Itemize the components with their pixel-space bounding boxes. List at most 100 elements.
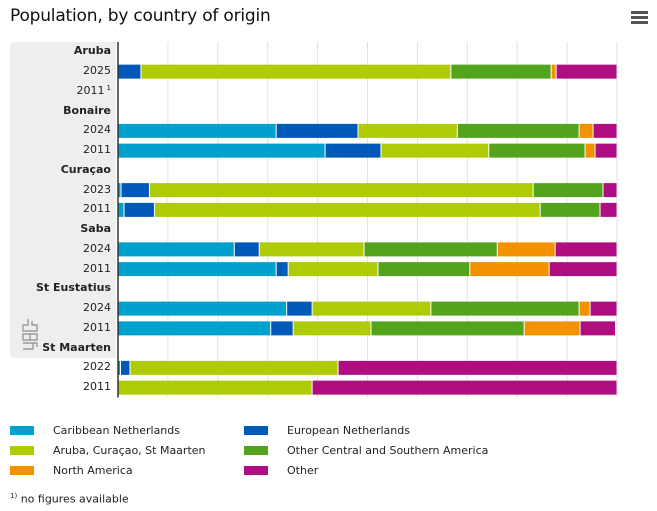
group-label-text: St Maarten: [42, 340, 111, 354]
bar-segment[interactable]: [549, 262, 617, 277]
bar-segment[interactable]: [118, 64, 141, 79]
footnote-text: no figures available: [20, 492, 129, 506]
legend-item[interactable]: North America: [10, 464, 133, 477]
bar-segment[interactable]: [312, 301, 431, 316]
year-label-text: 2023: [83, 182, 111, 196]
legend-label: Other Central and Southern America: [287, 444, 489, 457]
row-label: 2011: [83, 380, 111, 393]
group-label-text: Aruba: [73, 44, 111, 58]
bar-segment[interactable]: [431, 301, 579, 316]
bar-segment[interactable]: [118, 262, 276, 277]
bar-segment[interactable]: [338, 360, 617, 375]
bar-segment[interactable]: [579, 123, 593, 138]
bar-segment[interactable]: [533, 183, 603, 198]
bar-segment[interactable]: [371, 321, 524, 336]
row-label: 2011: [83, 262, 111, 275]
bar-segment[interactable]: [540, 202, 600, 217]
bar-segment[interactable]: [551, 64, 556, 79]
cbs-logo-icon: [22, 319, 38, 350]
bar-segment[interactable]: [118, 380, 312, 395]
legend-item[interactable]: Aruba, Curaçao, St Maarten: [10, 444, 206, 457]
year-label-text: 2024: [83, 123, 111, 137]
bar-segment[interactable]: [489, 143, 585, 158]
bar-segment[interactable]: [312, 380, 617, 395]
legend-label: Other: [287, 464, 319, 477]
year-label-text: 2011: [83, 202, 111, 216]
bar-segment[interactable]: [120, 360, 130, 375]
legend-swatch: [244, 426, 268, 435]
bar-segment[interactable]: [288, 262, 378, 277]
bar-segment[interactable]: [271, 321, 293, 336]
hamburger-menu-button[interactable]: [631, 11, 648, 25]
bar-segment[interactable]: [121, 183, 149, 198]
footnote: 1) no figures available: [10, 492, 129, 506]
bar-segment[interactable]: [293, 321, 371, 336]
bar-segment[interactable]: [154, 202, 540, 217]
group-label: St Eustatius: [36, 281, 111, 294]
bar-segment[interactable]: [381, 143, 489, 158]
row-label: 2011 1: [77, 84, 111, 97]
bar-segment[interactable]: [118, 202, 124, 217]
row-label: 2011: [83, 143, 111, 156]
bar-segment[interactable]: [276, 123, 358, 138]
legend-item[interactable]: European Netherlands: [244, 424, 410, 437]
legend-item[interactable]: Other: [244, 464, 318, 477]
year-label-text: 2025: [83, 64, 111, 78]
bar-segment[interactable]: [451, 64, 551, 79]
row-label: 2011: [83, 202, 111, 215]
row-label: 2024: [83, 242, 111, 255]
bar-segment[interactable]: [603, 183, 617, 198]
bar-segment[interactable]: [358, 123, 457, 138]
year-label-text: 2011: [83, 380, 111, 394]
bar-segment[interactable]: [118, 321, 271, 336]
bar-segment[interactable]: [593, 123, 617, 138]
bar-segment[interactable]: [149, 183, 533, 198]
bar-segment[interactable]: [556, 64, 617, 79]
bar-segment[interactable]: [124, 202, 154, 217]
legend-item[interactable]: Other Central and Southern America: [244, 444, 488, 457]
bar-segment[interactable]: [470, 262, 549, 277]
bar-segment[interactable]: [287, 301, 312, 316]
year-label-text: 2024: [83, 301, 111, 315]
bar-segment[interactable]: [118, 123, 276, 138]
bar-segment[interactable]: [585, 143, 595, 158]
bar-segment[interactable]: [118, 360, 120, 375]
bar-segment[interactable]: [555, 242, 617, 257]
bar-segment[interactable]: [259, 242, 364, 257]
group-label: Curaçao: [61, 163, 111, 176]
bar-segment[interactable]: [457, 123, 579, 138]
bar-segment[interactable]: [600, 202, 617, 217]
year-label-text: 2011: [83, 320, 111, 334]
bar-segment[interactable]: [497, 242, 555, 257]
bar-segment[interactable]: [524, 321, 580, 336]
bar-segment[interactable]: [579, 301, 590, 316]
row-label: 2023: [83, 183, 111, 196]
bar-segment[interactable]: [580, 321, 616, 336]
footnote-ref: 1: [106, 83, 111, 92]
bar-segment[interactable]: [234, 242, 259, 257]
year-label-text: 2011: [83, 143, 111, 157]
group-label-text: Bonaire: [63, 103, 111, 117]
legend-swatch: [10, 446, 34, 455]
bar-segment[interactable]: [590, 301, 617, 316]
bar-segment[interactable]: [118, 143, 325, 158]
legend-item[interactable]: Caribbean Netherlands: [10, 424, 180, 437]
legend-label: Caribbean Netherlands: [53, 424, 180, 437]
legend-swatch: [244, 446, 268, 455]
bar-segment[interactable]: [364, 242, 497, 257]
bar-segment[interactable]: [595, 143, 617, 158]
bar-segment[interactable]: [130, 360, 338, 375]
hamburger-menu-icon-line: [631, 21, 648, 24]
bar-segment[interactable]: [276, 262, 288, 277]
bar-segment[interactable]: [118, 301, 287, 316]
bar-segment[interactable]: [118, 183, 121, 198]
year-label-text: 2024: [83, 241, 111, 255]
row-label: 2024: [83, 301, 111, 314]
bar-segment[interactable]: [325, 143, 381, 158]
group-label: Bonaire: [63, 104, 111, 117]
bar-segment[interactable]: [118, 242, 234, 257]
legend-label: Aruba, Curaçao, St Maarten: [53, 444, 206, 457]
bar-segment[interactable]: [141, 64, 451, 79]
legend-swatch: [244, 466, 268, 475]
bar-segment[interactable]: [378, 262, 470, 277]
